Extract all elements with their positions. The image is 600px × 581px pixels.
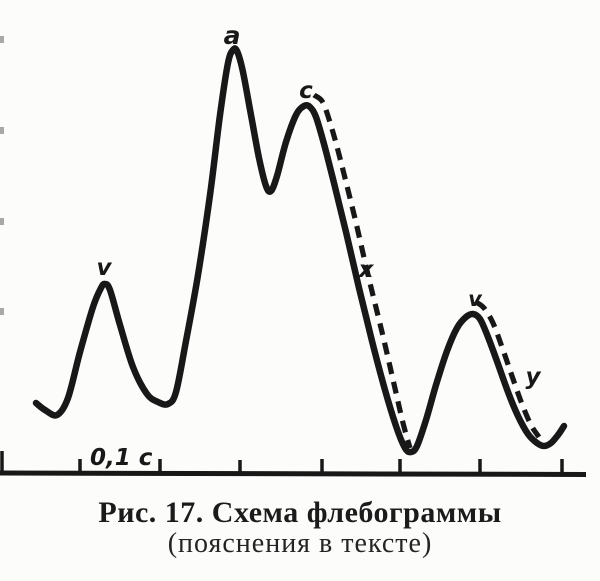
wave-label-y: y <box>526 364 542 390</box>
left-edge-tick <box>0 36 4 43</box>
wave-label-x: x <box>358 257 375 283</box>
left-edge-tick <box>0 127 4 134</box>
figure-caption: Рис. 17. Схема флебограммы (пояснения в … <box>0 496 600 559</box>
figure-caption-title: Рис. 17. Схема флебограммы <box>98 496 502 529</box>
wave-label-v: v <box>97 255 113 281</box>
left-edge-tick <box>0 308 4 315</box>
phlebogram-diagram: 0,1 с v a c x v y <box>0 21 587 477</box>
phlebogram-main-curve <box>32 45 568 456</box>
left-edge-tick <box>0 218 4 225</box>
time-scale-axis <box>0 470 587 477</box>
wave-label-c: c <box>299 78 313 104</box>
figure-caption-note: (пояснения в тексте) <box>167 528 433 559</box>
wave-label-a: a <box>224 21 241 50</box>
wave-label-v: v <box>468 287 483 311</box>
time-scale-label: 0,1 с <box>90 445 153 471</box>
phlebogram-variant-descent-y <box>474 299 542 439</box>
phlebogram-variant-descent-x <box>312 92 413 449</box>
